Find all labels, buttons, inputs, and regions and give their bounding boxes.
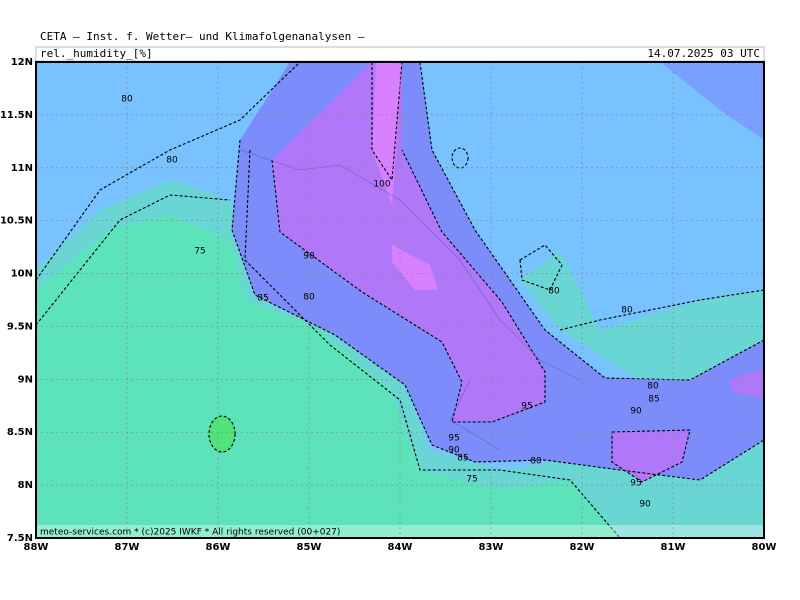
lon-label: 80W xyxy=(752,542,777,553)
lon-label: 88W xyxy=(24,542,49,553)
contour-label: 80 xyxy=(121,95,133,105)
footer: meteo-services.com * (c)2025 IWKF * All … xyxy=(40,528,340,538)
contour-label: 90 xyxy=(630,407,642,417)
lon-label: 81W xyxy=(661,542,686,553)
contour-label: 90 xyxy=(448,446,460,456)
lat-label: 9.5N xyxy=(7,321,33,332)
contour-label: 85 xyxy=(648,395,659,405)
lat-label: 8N xyxy=(18,480,33,491)
lon-label: 84W xyxy=(388,542,413,553)
lon-label: 83W xyxy=(479,542,504,553)
lat-label: 11.5N xyxy=(0,110,33,121)
lat-label: 7.5N xyxy=(7,533,33,544)
lon-label: 87W xyxy=(115,542,140,553)
contour-label: 85 xyxy=(457,454,468,464)
valid-time: 14.07.2025 03 UTC xyxy=(647,47,760,60)
lon-label: 85W xyxy=(297,542,322,553)
lat-label: 8.5N xyxy=(7,427,33,438)
contour-label: 75 xyxy=(466,475,477,485)
contour-label: 95 xyxy=(630,479,641,489)
contour-label: 80 xyxy=(647,382,659,392)
lat-label: 12N xyxy=(11,57,33,68)
map-frame xyxy=(35,61,765,539)
contour-label: 80 xyxy=(303,293,315,303)
lat-label: 9N xyxy=(18,374,33,385)
contour-label: 100 xyxy=(373,180,390,190)
contour-label: 90 xyxy=(639,500,651,510)
variable: rel._humidity_[%] xyxy=(40,47,153,60)
lon-label: 82W xyxy=(570,542,595,553)
contour-label: 90 xyxy=(303,252,315,262)
title: CETA — Inst. f. Wetter— und Klimafolgena… xyxy=(40,30,365,43)
lon-label: 86W xyxy=(206,542,231,553)
lat-label: 11N xyxy=(11,163,33,174)
contour-label: 80 xyxy=(166,156,178,166)
contour-label: 85 xyxy=(257,294,268,304)
contour-label: 80 xyxy=(530,457,542,467)
lat-label: 10.5N xyxy=(0,216,33,227)
contour-label: 80 xyxy=(621,306,633,316)
contour-label: 80 xyxy=(548,287,560,297)
contour-label: 95 xyxy=(448,434,459,444)
lat-label: 10N xyxy=(11,269,33,280)
contour-label: 95 xyxy=(521,402,532,412)
contour-label: 75 xyxy=(194,247,205,257)
